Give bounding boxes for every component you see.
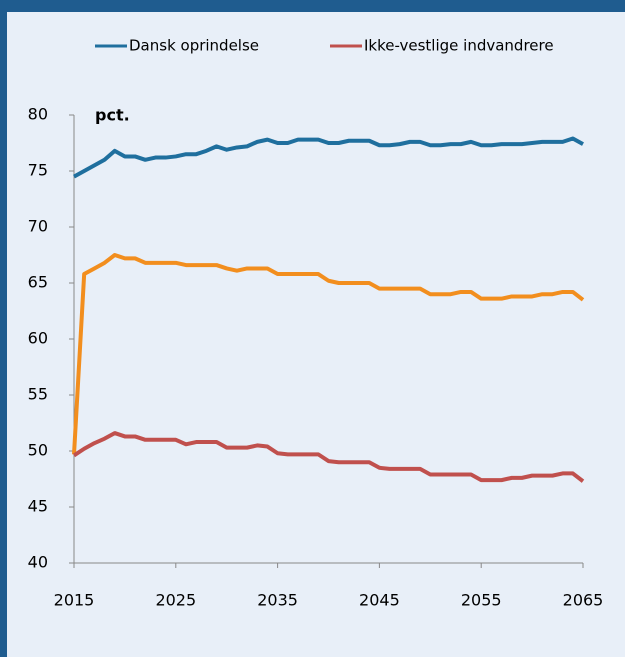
frame-left — [0, 0, 7, 657]
legend-label: Ikke-vestlige indvandrere — [364, 37, 554, 55]
y-tick-label: 70 — [28, 217, 48, 236]
y-tick-label: 60 — [28, 329, 48, 348]
y-tick-label: 80 — [28, 105, 48, 124]
legend-label: Dansk oprindelse — [129, 37, 259, 55]
x-tick-label: 2015 — [54, 591, 95, 610]
y-axis-label: pct. — [95, 106, 130, 125]
line — [72, 431, 585, 483]
x-tick-label: 2055 — [461, 591, 502, 610]
frame-top — [0, 0, 625, 12]
y-tick-label: 75 — [28, 161, 48, 180]
x-tick-label: 2035 — [257, 591, 298, 610]
y-tick-label: 40 — [28, 553, 48, 572]
y-tick-label: 45 — [28, 497, 48, 516]
x-tick-label: 2045 — [359, 591, 400, 610]
line — [73, 136, 584, 179]
x-tick-label: 2025 — [155, 591, 196, 610]
y-tick-label: 55 — [28, 385, 48, 404]
x-tick-label: 2065 — [563, 591, 604, 610]
y-tick-label: 50 — [28, 441, 48, 460]
line — [72, 253, 585, 455]
y-tick-label: 65 — [28, 273, 48, 292]
